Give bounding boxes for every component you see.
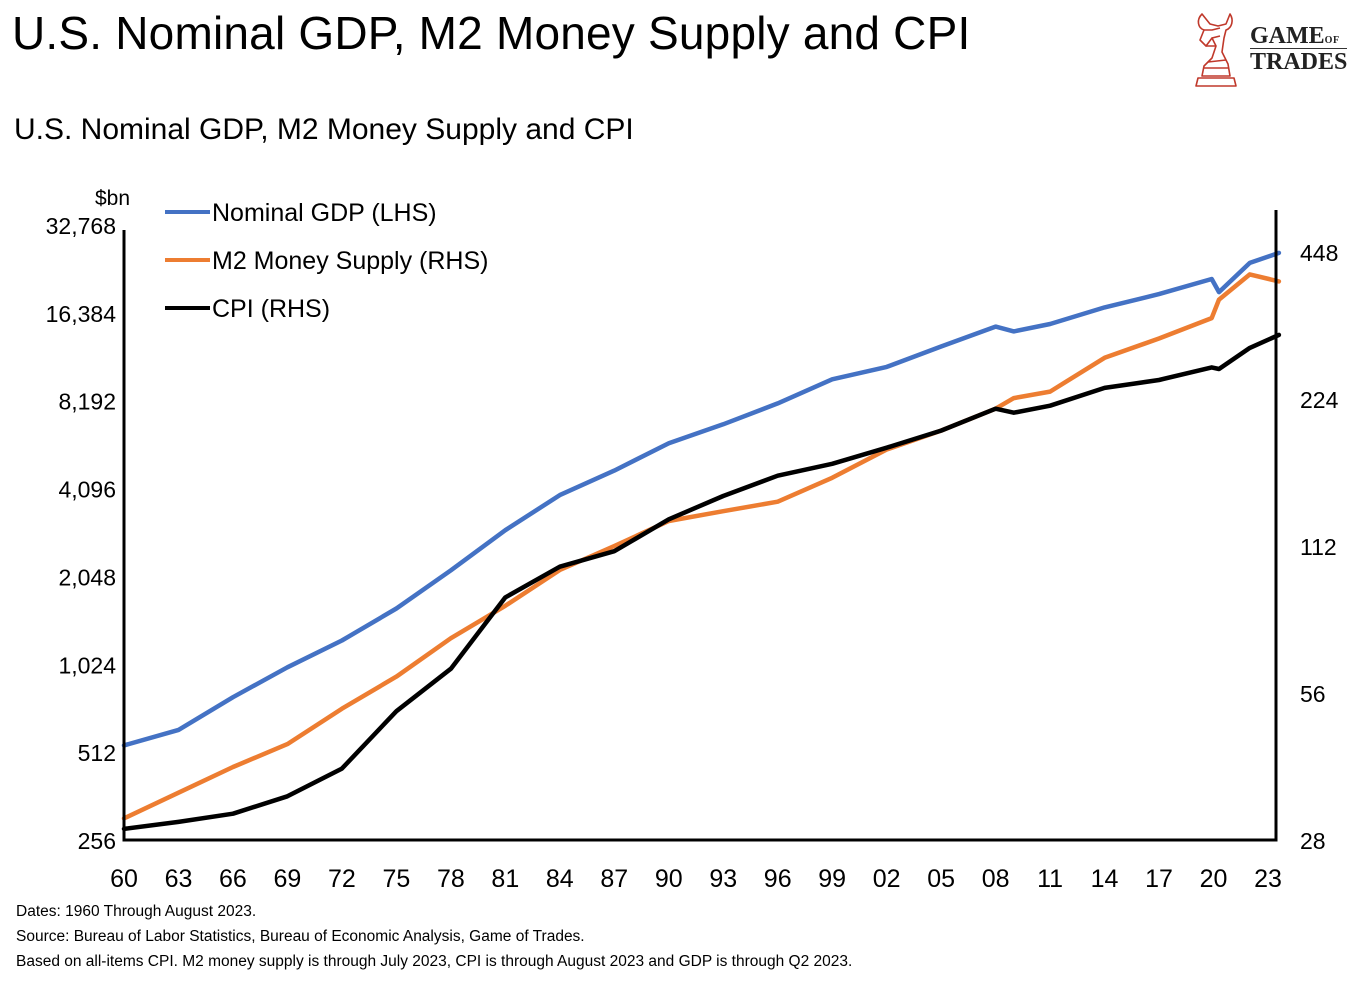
right-tick-label: 112 (1300, 534, 1337, 560)
x-tick-label: 23 (1254, 865, 1282, 893)
x-tick-label: 84 (546, 865, 574, 893)
series-lines (121, 250, 1282, 832)
right-tick-label: 28 (1300, 828, 1326, 854)
legend-label-cpi: CPI (RHS) (212, 295, 330, 323)
x-tick-label: 72 (328, 865, 356, 893)
right-tick-label: 448 (1300, 240, 1338, 266)
page-title: U.S. Nominal GDP, M2 Money Supply and CP… (12, 7, 971, 59)
x-tick-label: 02 (873, 865, 901, 893)
x-tick-label: 20 (1200, 865, 1228, 893)
line-chart: 256 512 1,024 2,048 4,096 8,192 16,384 32,768 2… (46, 187, 1339, 893)
logo-line-1: GAMEOF (1250, 23, 1340, 49)
left-tick-label: 256 (78, 828, 116, 854)
left-axis-tick-labels: 256 512 1,024 2,048 4,096 8,192 16,384 32,768 (46, 213, 117, 854)
x-tick-label: 05 (927, 865, 955, 893)
legend: Nominal GDP (LHS) M2 Money Supply (RHS) CP… (165, 199, 488, 323)
chart-title: U.S. Nominal GDP, M2 Money Supply and CP… (14, 113, 634, 146)
bull-knight-icon (1195, 13, 1237, 87)
logo-line-2: TRADES (1250, 48, 1348, 75)
x-tick-label: 08 (982, 865, 1010, 893)
left-axis-unit-label: $bn (95, 187, 130, 210)
left-tick-label: 2,048 (58, 564, 116, 590)
left-tick-label: 512 (78, 740, 116, 766)
x-axis-tick-labels: 60 63 66 69 72 75 78 81 84 87 90 93 96 99 02 05 08 11 14 17… (110, 865, 1282, 893)
right-tick-label: 56 (1300, 681, 1326, 707)
x-tick-label: 81 (491, 865, 519, 893)
x-tick-label: 66 (219, 865, 247, 893)
x-tick-label: 11 (1037, 865, 1063, 893)
x-tick-label: 63 (165, 865, 193, 893)
footnote-notes: Based on all-items CPI. M2 money supply … (16, 953, 853, 970)
x-tick-label: 60 (110, 865, 138, 893)
footnote-source: Source: Bureau of Labor Statistics, Bure… (16, 928, 585, 945)
x-tick-label: 93 (709, 865, 737, 893)
x-tick-label: 99 (818, 865, 846, 893)
legend-label-m2-money-supply: M2 Money Supply (RHS) (212, 247, 488, 275)
x-tick-label: 96 (764, 865, 792, 893)
right-axis-tick-labels: 28 56 112 224 448 (1300, 240, 1339, 854)
left-tick-label: 32,768 (46, 213, 116, 239)
left-tick-label: 4,096 (58, 477, 116, 503)
x-tick-label: 14 (1091, 865, 1119, 893)
legend-label-nominal-gdp: Nominal GDP (LHS) (212, 199, 437, 227)
left-tick-label: 16,384 (46, 301, 117, 327)
x-tick-label: 90 (655, 865, 683, 893)
series-line-nominal-gdp (121, 250, 1282, 748)
x-tick-label: 87 (600, 865, 628, 893)
left-tick-label: 1,024 (58, 652, 116, 678)
left-tick-label: 8,192 (58, 389, 116, 415)
game-of-trades-logo: GAMEOF TRADES (1190, 6, 1355, 92)
x-tick-label: 78 (437, 865, 465, 893)
right-tick-label: 224 (1300, 387, 1339, 413)
series-line-m2-money-supply (121, 272, 1282, 821)
footnote-dates: Dates: 1960 Through August 2023. (16, 903, 257, 920)
x-tick-label: 17 (1145, 865, 1173, 893)
series-line-cpi (121, 332, 1282, 832)
x-tick-label: 69 (274, 865, 302, 893)
x-tick-label: 75 (382, 865, 410, 893)
